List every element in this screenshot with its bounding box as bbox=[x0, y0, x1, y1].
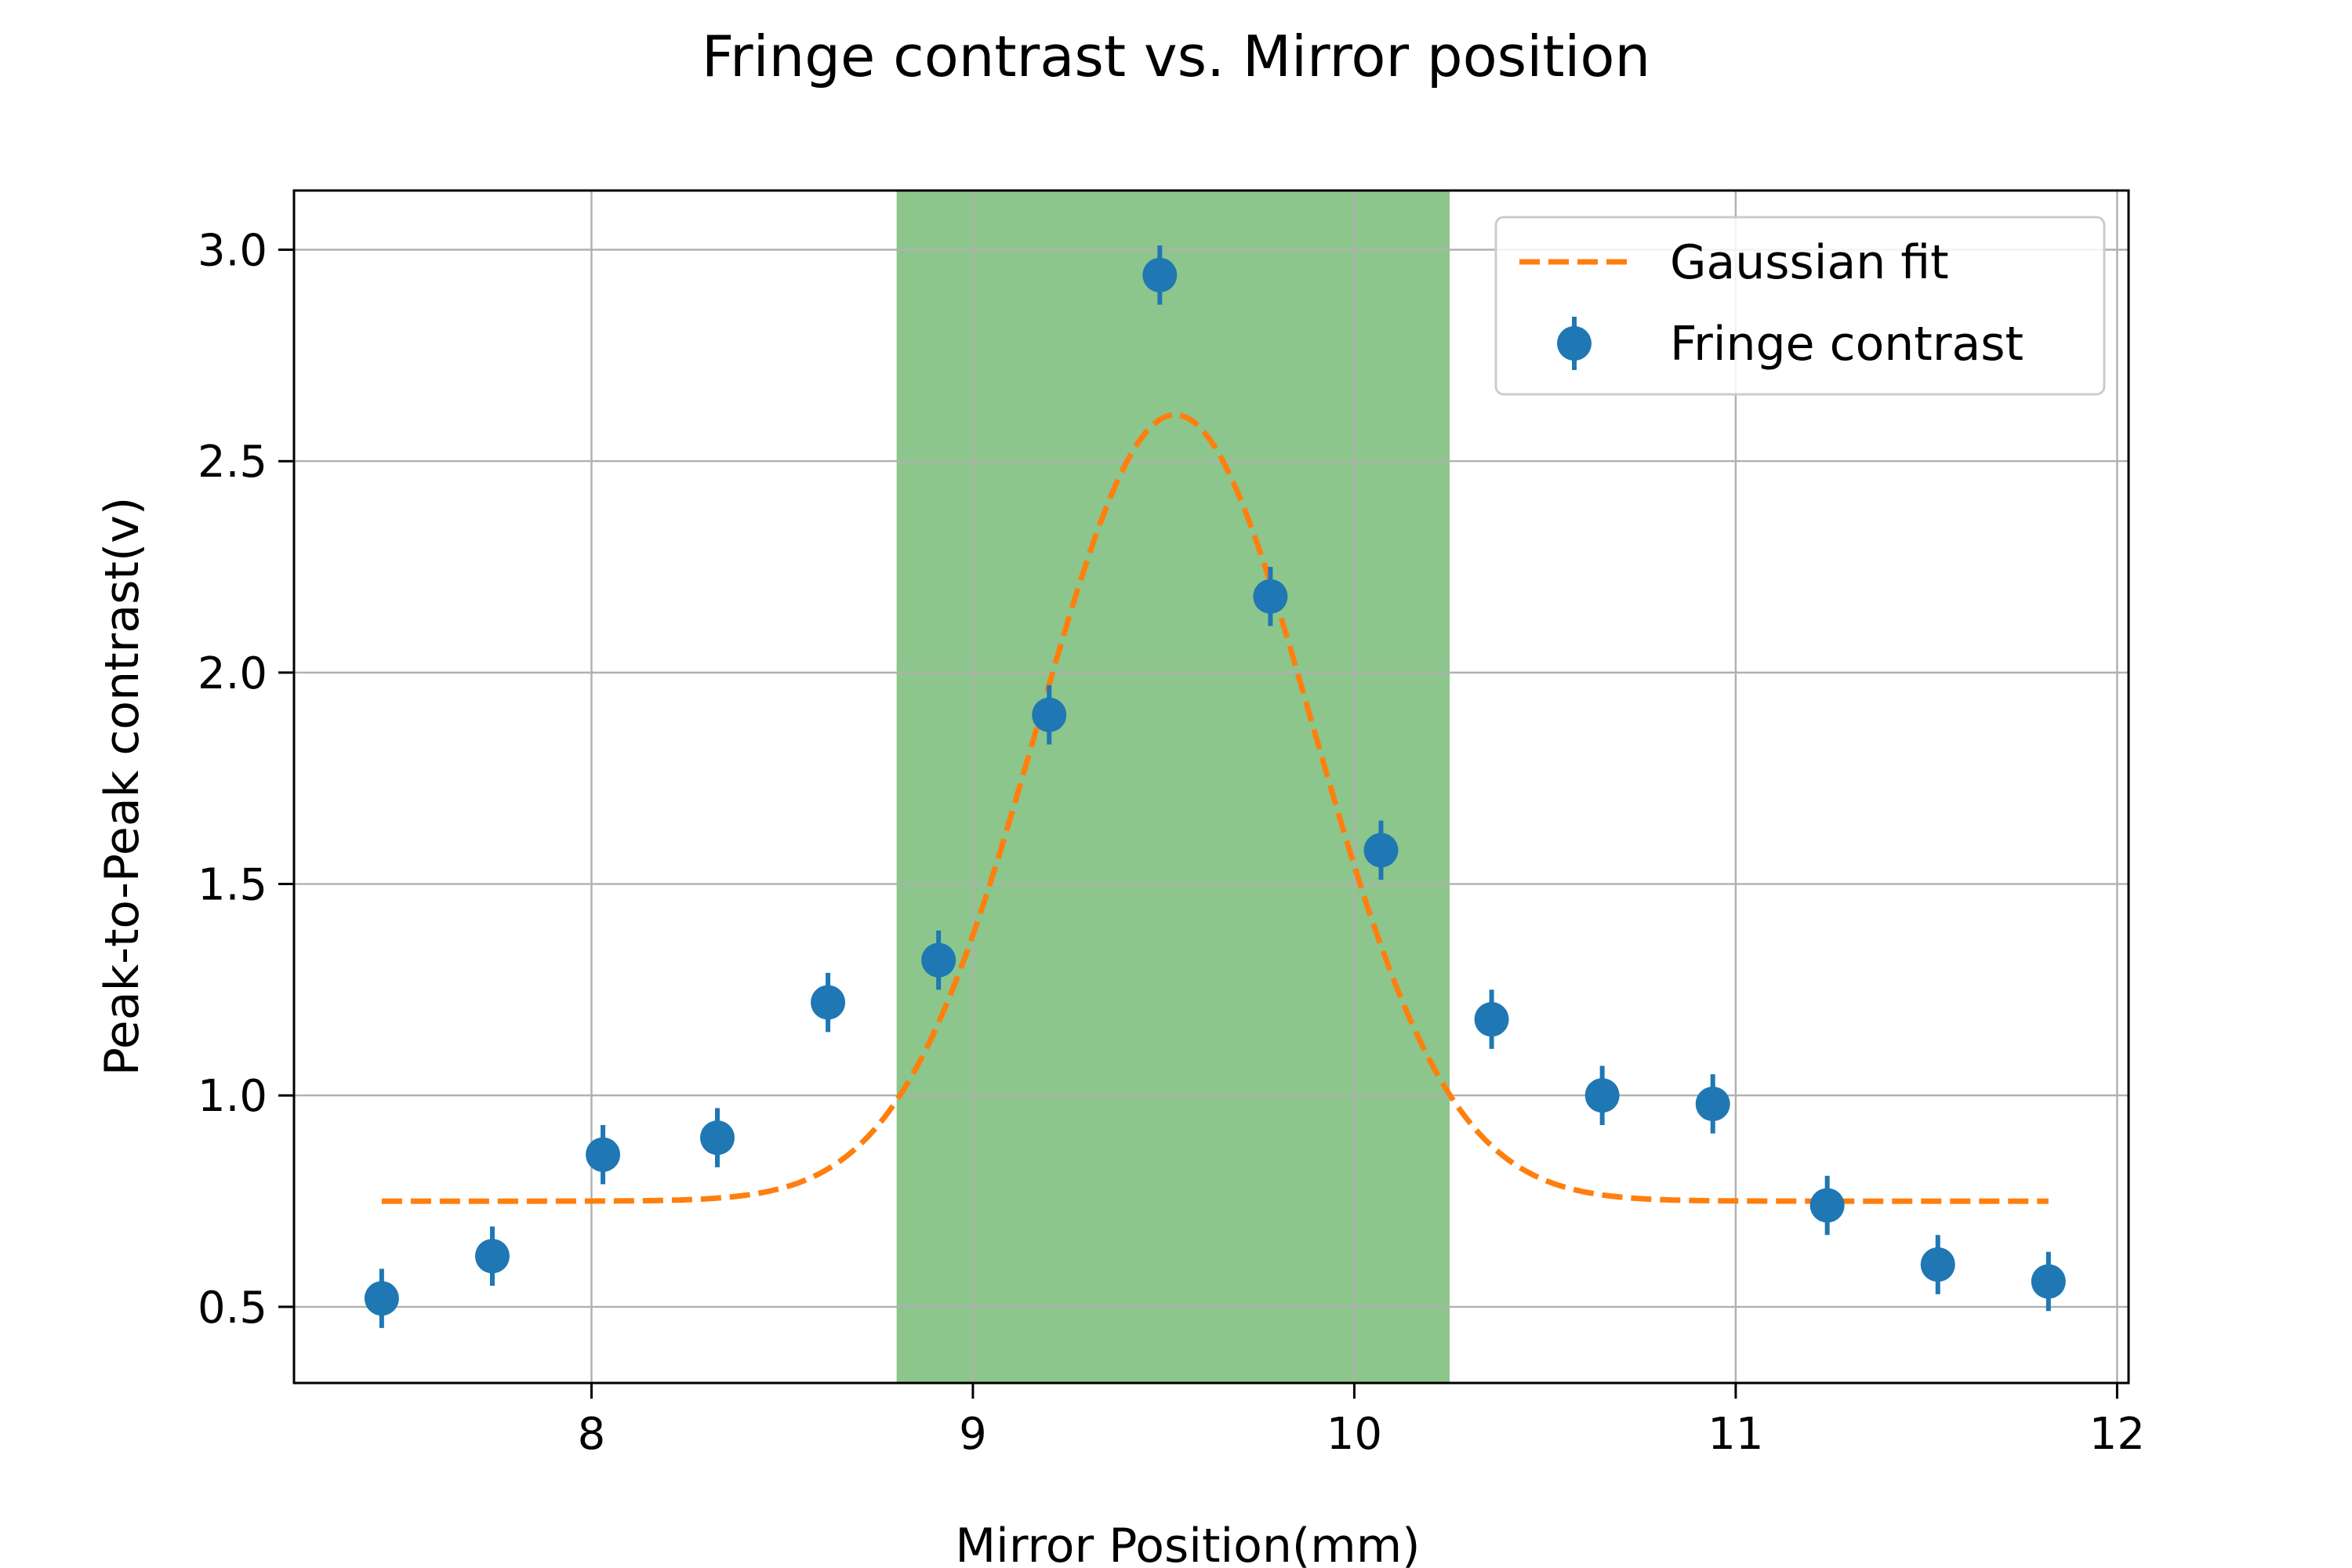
data-point bbox=[700, 1108, 735, 1167]
data-point bbox=[1363, 820, 1399, 880]
legend-fringe-contrast-label: Fringe contrast bbox=[1670, 317, 2024, 372]
data-point bbox=[474, 1226, 510, 1286]
y-tick-label: 1.0 bbox=[198, 1071, 267, 1122]
legend-gaussian-fit-label: Gaussian fit bbox=[1670, 235, 1949, 290]
point-marker bbox=[1920, 1247, 1955, 1282]
data-point bbox=[1142, 245, 1178, 305]
gaussian-fit-line bbox=[381, 412, 2049, 1204]
legend-box bbox=[1494, 216, 2106, 396]
point-marker bbox=[1142, 257, 1178, 292]
x-axis-ticks: 8 9 10 11 12 bbox=[578, 1383, 2145, 1460]
point-marker bbox=[811, 985, 846, 1020]
y-axis-ticks: 0.5 1.0 1.5 2.0 2.5 3.0 bbox=[198, 226, 294, 1334]
data-point bbox=[1809, 1175, 1845, 1236]
x-axis-label: Mirror Position(mm) bbox=[955, 1519, 1420, 1568]
point-marker bbox=[586, 1137, 621, 1172]
data-point bbox=[921, 930, 956, 990]
point-marker bbox=[1032, 697, 1067, 732]
shaded-region bbox=[896, 191, 1450, 1383]
plot-frame bbox=[292, 189, 2130, 1385]
point-marker bbox=[1363, 833, 1399, 868]
point-marker bbox=[1253, 579, 1288, 614]
y-tick-label: 2.0 bbox=[198, 648, 267, 699]
x-tick-label: 9 bbox=[959, 1409, 987, 1460]
x-tick-label: 8 bbox=[578, 1409, 606, 1460]
point-marker bbox=[2031, 1264, 2066, 1299]
point-marker bbox=[1474, 1002, 1509, 1037]
data-point bbox=[586, 1124, 621, 1185]
y-tick-label: 1.5 bbox=[198, 860, 267, 911]
y-tick-label: 2.5 bbox=[198, 437, 267, 488]
y-tick-label: 3.0 bbox=[198, 226, 267, 277]
y-tick-label: 0.5 bbox=[198, 1283, 267, 1334]
gaussian-fit-layer bbox=[381, 412, 2049, 1204]
point-marker bbox=[1695, 1087, 1730, 1122]
point-marker bbox=[700, 1120, 735, 1156]
data-point bbox=[1920, 1235, 1955, 1294]
data-point bbox=[1474, 989, 1509, 1049]
point-marker bbox=[1809, 1188, 1845, 1223]
shaded-band-layer bbox=[896, 191, 1450, 1383]
x-tick-label: 10 bbox=[1327, 1409, 1382, 1460]
point-marker bbox=[921, 942, 956, 978]
data-point bbox=[2031, 1251, 2066, 1312]
data-point bbox=[1253, 567, 1288, 626]
data-point bbox=[811, 972, 846, 1033]
grid-layer bbox=[294, 191, 2129, 1383]
point-marker bbox=[1584, 1078, 1620, 1113]
x-tick-label: 12 bbox=[2089, 1409, 2145, 1460]
data-point bbox=[1584, 1065, 1620, 1125]
point-marker bbox=[364, 1281, 399, 1316]
chart-title: Fringe contrast vs. Mirror position bbox=[702, 24, 1650, 89]
y-axis-label: Peak-to-Peak contrast(v) bbox=[95, 497, 150, 1076]
legend: Gaussian fit Fringe contrast bbox=[1494, 216, 2106, 396]
data-point bbox=[1695, 1074, 1730, 1134]
legend-fringe-contrast-marker bbox=[1557, 326, 1592, 361]
point-marker bbox=[474, 1239, 510, 1274]
data-points-layer bbox=[364, 245, 2066, 1328]
x-tick-label: 11 bbox=[1708, 1409, 1763, 1460]
data-point bbox=[364, 1269, 399, 1328]
data-point bbox=[1032, 685, 1067, 745]
